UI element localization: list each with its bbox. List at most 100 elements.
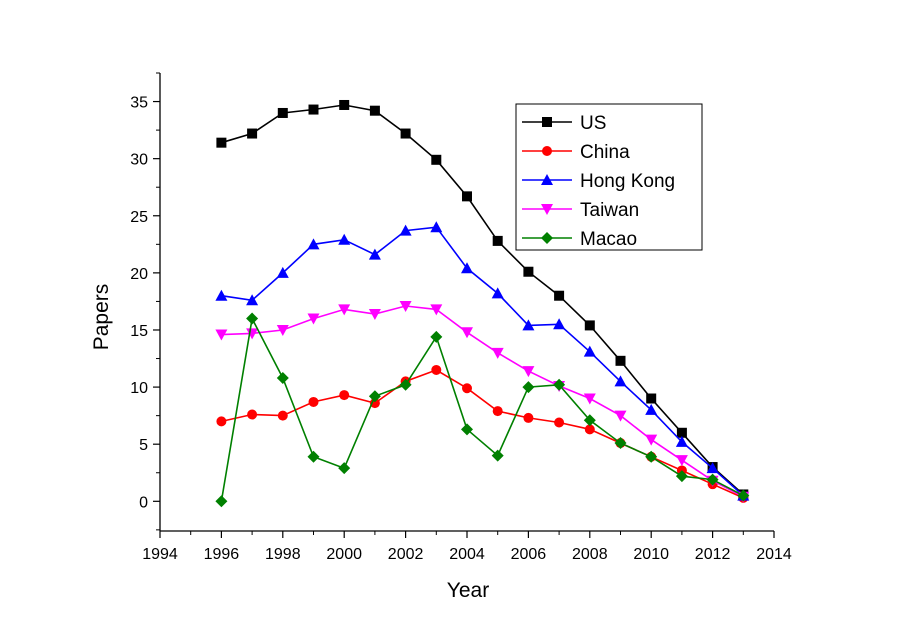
legend-marker-macao	[541, 232, 553, 244]
data-point-us	[216, 137, 227, 148]
y-tick-label: 35	[130, 95, 148, 112]
data-point-hong-kong	[553, 318, 566, 330]
data-point-us	[646, 393, 657, 404]
data-point-macao	[430, 330, 443, 343]
series-china	[216, 364, 749, 503]
data-point-macao	[522, 381, 535, 394]
data-point-us	[554, 290, 565, 301]
x-axis-title: Year	[447, 579, 489, 602]
series-hong-kong	[215, 221, 750, 501]
data-point-hong-kong	[706, 462, 719, 474]
data-point-taiwan	[338, 304, 351, 316]
data-point-hong-kong	[276, 266, 289, 278]
data-point-us	[247, 128, 258, 139]
data-point-macao	[276, 371, 289, 384]
legend-item-macao: Macao	[522, 229, 637, 250]
series-line-macao	[220, 316, 744, 502]
data-point-us	[615, 355, 626, 366]
data-point-macao	[675, 470, 688, 483]
data-point-hong-kong	[522, 319, 535, 331]
data-point-taiwan	[522, 366, 535, 378]
x-tick-label: 2012	[695, 546, 731, 563]
x-tick-label: 2006	[511, 546, 547, 563]
data-point-taiwan	[614, 410, 627, 422]
data-point-us	[676, 427, 687, 438]
data-point-us	[523, 266, 534, 277]
y-tick-label: 10	[130, 380, 148, 397]
data-point-taiwan	[491, 347, 504, 359]
series-line-us	[221, 104, 744, 496]
data-point-hong-kong	[645, 403, 658, 415]
legend-item-us: US	[522, 113, 606, 134]
data-point-china	[584, 424, 595, 435]
data-point-us	[462, 191, 472, 202]
x-tick-label: 2004	[449, 546, 485, 563]
data-point-hong-kong	[246, 294, 259, 306]
data-point-us	[584, 320, 595, 331]
data-point-taiwan	[276, 324, 289, 336]
x-tick-label: 2008	[572, 546, 608, 563]
data-point-hong-kong	[675, 435, 688, 447]
legend-item-hong-kong: Hong Kong	[522, 171, 675, 192]
data-point-taiwan	[461, 327, 473, 339]
x-tick-label: 1994	[142, 546, 178, 563]
legend-label-us: US	[580, 113, 606, 134]
data-point-taiwan	[675, 455, 688, 467]
x-tick-label: 1998	[265, 546, 301, 563]
data-point-us	[369, 105, 380, 116]
data-point-china	[492, 406, 503, 417]
data-point-hong-kong	[338, 233, 351, 245]
data-point-hong-kong	[461, 262, 473, 274]
legend-marker-taiwan	[541, 204, 553, 215]
data-point-macao	[368, 390, 381, 403]
x-tick-label: 2000	[326, 546, 362, 563]
series-macao	[215, 312, 750, 508]
data-point-china	[277, 410, 288, 421]
y-tick-label: 25	[130, 209, 148, 226]
data-point-china	[247, 409, 258, 420]
data-point-macao	[583, 414, 596, 427]
data-point-hong-kong	[491, 287, 504, 299]
data-point-macao	[706, 473, 719, 486]
data-point-us	[308, 104, 319, 115]
data-point-taiwan	[368, 308, 381, 320]
data-point-us	[431, 154, 442, 165]
y-tick-label: 15	[130, 323, 148, 340]
data-point-china	[308, 396, 319, 407]
y-tick-label: 30	[130, 152, 148, 169]
data-point-taiwan	[307, 313, 320, 325]
data-point-macao	[491, 449, 504, 462]
series-group	[215, 99, 750, 508]
data-point-china	[554, 417, 565, 428]
data-point-taiwan	[215, 329, 228, 341]
data-point-hong-kong	[614, 375, 627, 387]
axes: 1994 1996 1998 2000 2002 2004 2006 2008 2010 2012…	[130, 72, 792, 563]
series-line-china	[221, 369, 744, 499]
legend-label-taiwan: Taiwan	[580, 200, 639, 221]
y-tick-label: 0	[139, 494, 148, 511]
data-point-taiwan	[645, 434, 658, 446]
x-tick-label: 2002	[388, 546, 424, 563]
data-point-taiwan	[583, 393, 596, 405]
data-point-taiwan	[399, 300, 412, 312]
data-point-hong-kong	[399, 224, 412, 236]
data-point-macao	[645, 450, 658, 463]
x-tick-label: 2010	[633, 546, 669, 563]
data-point-us	[277, 107, 288, 118]
legend: US China Hong Kong Taiwan Macao	[515, 103, 703, 251]
data-point-china	[431, 364, 442, 375]
legend-label-macao: Macao	[580, 229, 637, 250]
legend-marker-hong-kong	[541, 174, 553, 185]
data-point-hong-kong	[368, 248, 381, 260]
data-point-hong-kong	[430, 221, 443, 233]
data-point-taiwan	[430, 304, 443, 316]
data-point-china	[523, 412, 534, 423]
data-point-macao	[737, 489, 750, 502]
x-tick-label: 2014	[756, 546, 792, 563]
legend-item-china: China	[522, 142, 630, 163]
data-point-us	[339, 99, 350, 110]
series-line-hong-kong	[221, 226, 744, 497]
data-point-macao	[215, 495, 228, 508]
data-point-macao	[399, 378, 412, 391]
